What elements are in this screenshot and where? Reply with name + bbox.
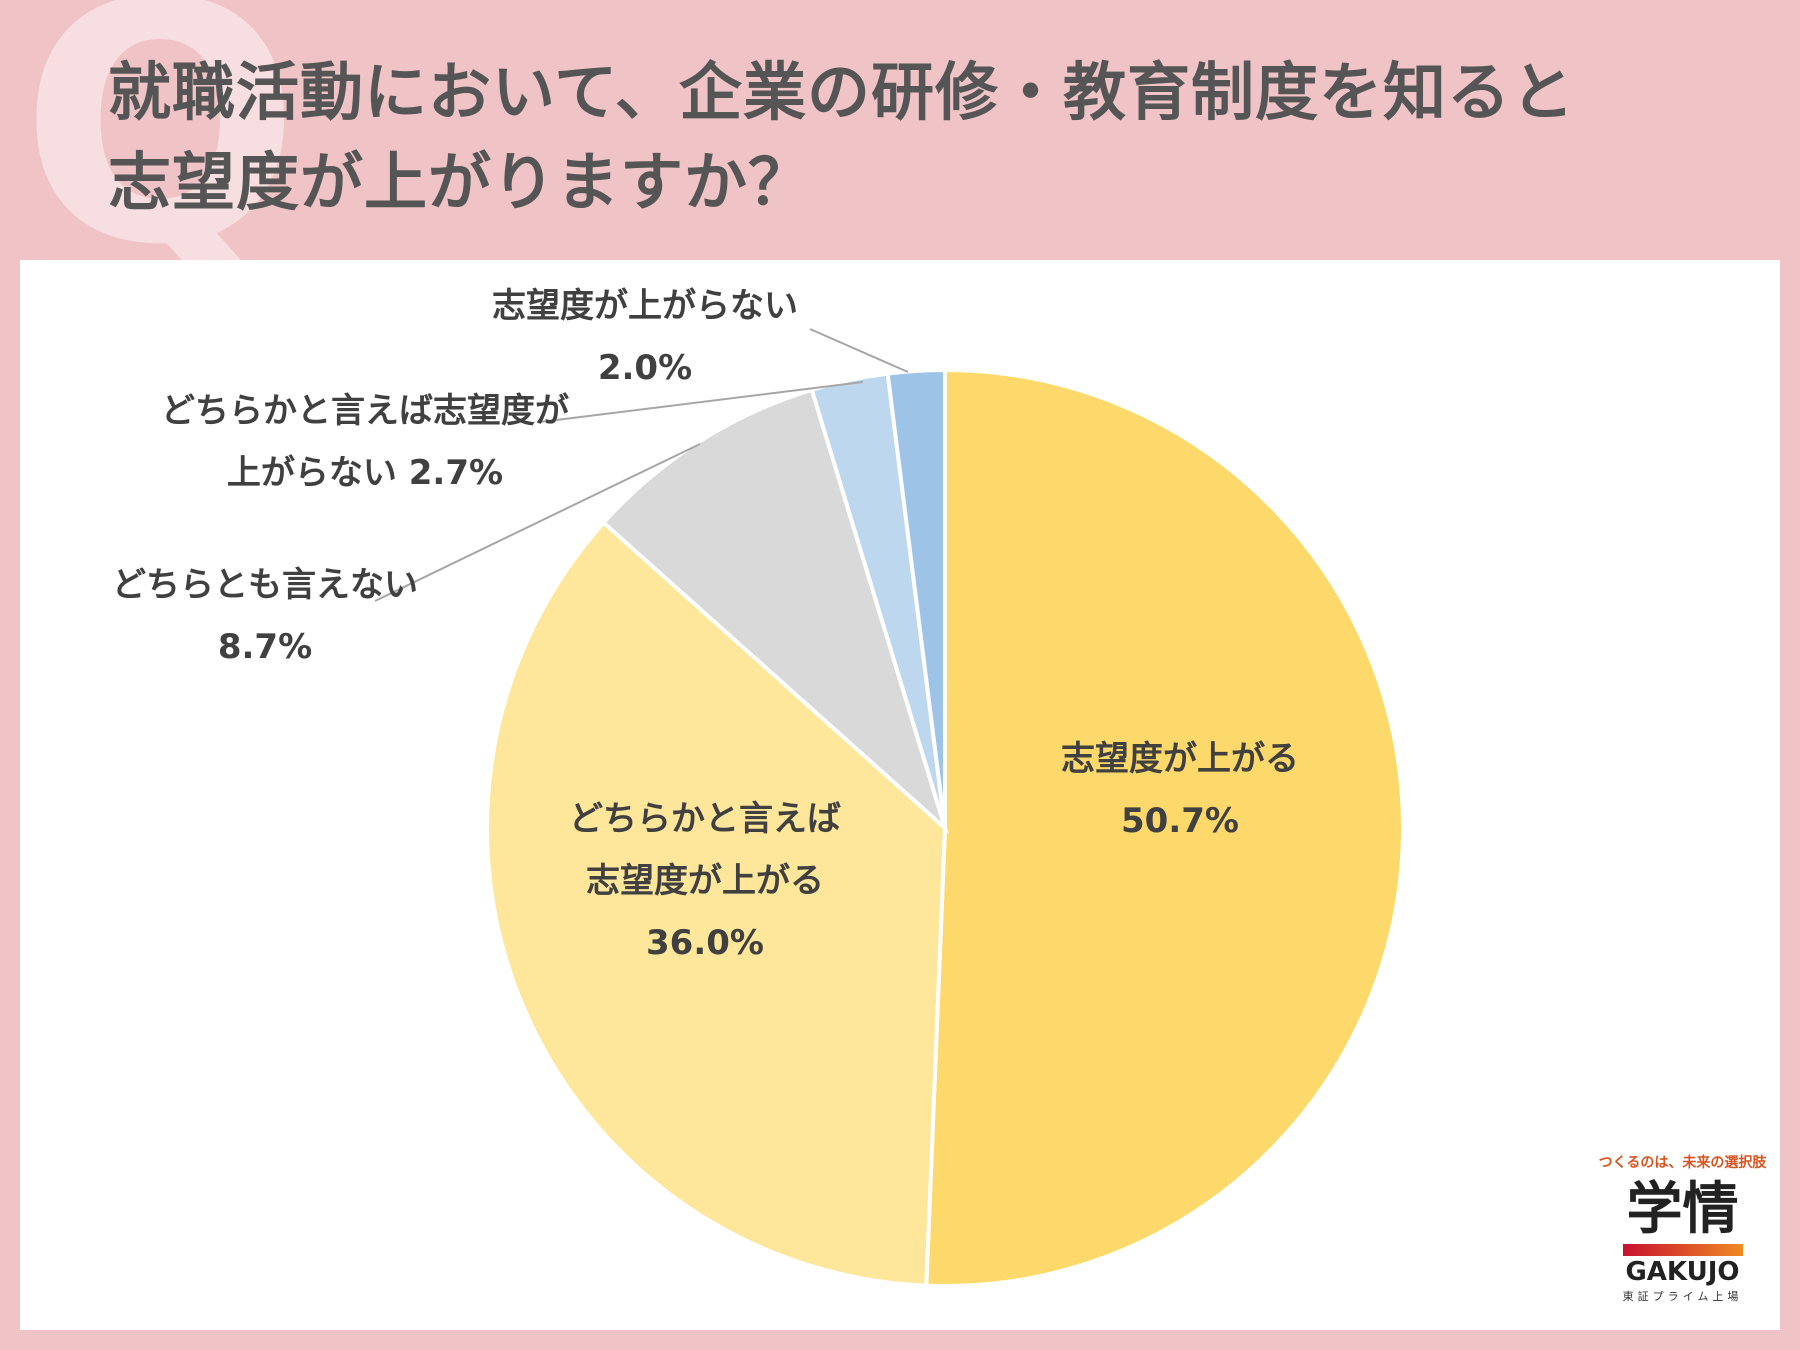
slice-value-0: 50.7% (1121, 801, 1239, 841)
logo-bar (1622, 1244, 1743, 1256)
pie-slice-2 (600, 387, 949, 835)
leader-line-3 (539, 381, 864, 423)
gakujo-logo: つくるのは、未来の選択肢 学情 GAKUJO 東証プライム上場 (1585, 1150, 1780, 1315)
title-line-1: 就職活動において、企業の研修・教育制度を知ると (108, 56, 1575, 129)
chart-panel: 志望度が上がる 50.7% どちらかと言えば 志望度が上がる 36.0% どちらとも言えな… (20, 260, 1780, 1330)
leader-line-2 (374, 443, 701, 602)
slice-label-3-1: 上がらない 2.7% (227, 453, 503, 493)
logo-english: GAKUJO (1625, 1257, 1740, 1287)
slice-label-0-0: 志望度が上がる (1061, 739, 1299, 779)
q-watermark: Q (20, 0, 301, 317)
pie-slice-0 (924, 367, 1405, 1288)
slice-label-4-0: 志望度が上がらない (492, 286, 798, 326)
pie-slice-1 (485, 519, 948, 1288)
pie-slice-4 (885, 367, 947, 829)
slice-value-1: 36.0% (646, 923, 764, 963)
title-line-2: 志望度が上がりますか？ (108, 146, 812, 219)
slice-label-2-0: どちらとも言えない (112, 565, 418, 605)
pie-chart: 志望度が上がる50.7%どちらかと言えば志望度が上がる36.0%どちらとも言えな… (112, 286, 1405, 1288)
slice-value-4: 2.0% (598, 348, 692, 388)
slice-value-2: 8.7% (218, 627, 312, 667)
slice-label-1-1: 志望度が上がる (586, 861, 824, 901)
logo-tagline: つくるのは、未来の選択肢 (1598, 1155, 1767, 1171)
slice-label-1-0: どちらかと言えば (569, 799, 841, 839)
page-title: 就職活動において、企業の研修・教育制度を知ると 志望度が上がりますか？ (108, 48, 1575, 228)
logo-subtext: 東証プライム上場 (1622, 1290, 1743, 1303)
leader-line-4 (809, 328, 909, 373)
logo-kanji: 学情 (1626, 1177, 1739, 1242)
slice-label-3-0: どちらかと言えば志望度が (161, 391, 569, 431)
